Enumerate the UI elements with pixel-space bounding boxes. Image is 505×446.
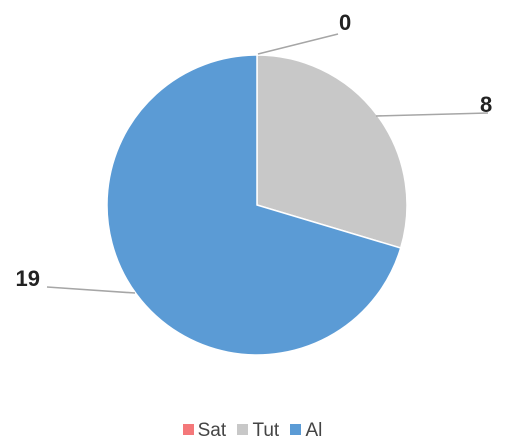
legend-swatch-sat <box>182 424 194 435</box>
legend-label-tut: Tut <box>252 420 280 441</box>
pie-slice-al[interactable] <box>106 54 402 356</box>
leader-line-sat <box>257 33 339 55</box>
data-label-sat: 0 <box>339 10 351 35</box>
leader-line-tut <box>375 112 489 117</box>
legend-item-al[interactable]: Al <box>290 420 322 442</box>
pie-chart: 0 8 19 <box>16 10 492 356</box>
leader-line-al <box>46 286 136 294</box>
legend-label-sat: Sat <box>197 420 227 441</box>
legend-swatch-tut <box>237 424 249 435</box>
legend-item-sat[interactable]: Sat <box>182 420 227 442</box>
data-label-tut: 8 <box>480 92 492 117</box>
legend-label-al: Al <box>305 420 323 441</box>
data-label-al: 19 <box>16 266 40 291</box>
legend-swatch-al <box>290 424 302 435</box>
legend-item-tut[interactable]: Tut <box>237 420 279 442</box>
chart-legend: Sat Tut Al <box>0 420 505 442</box>
